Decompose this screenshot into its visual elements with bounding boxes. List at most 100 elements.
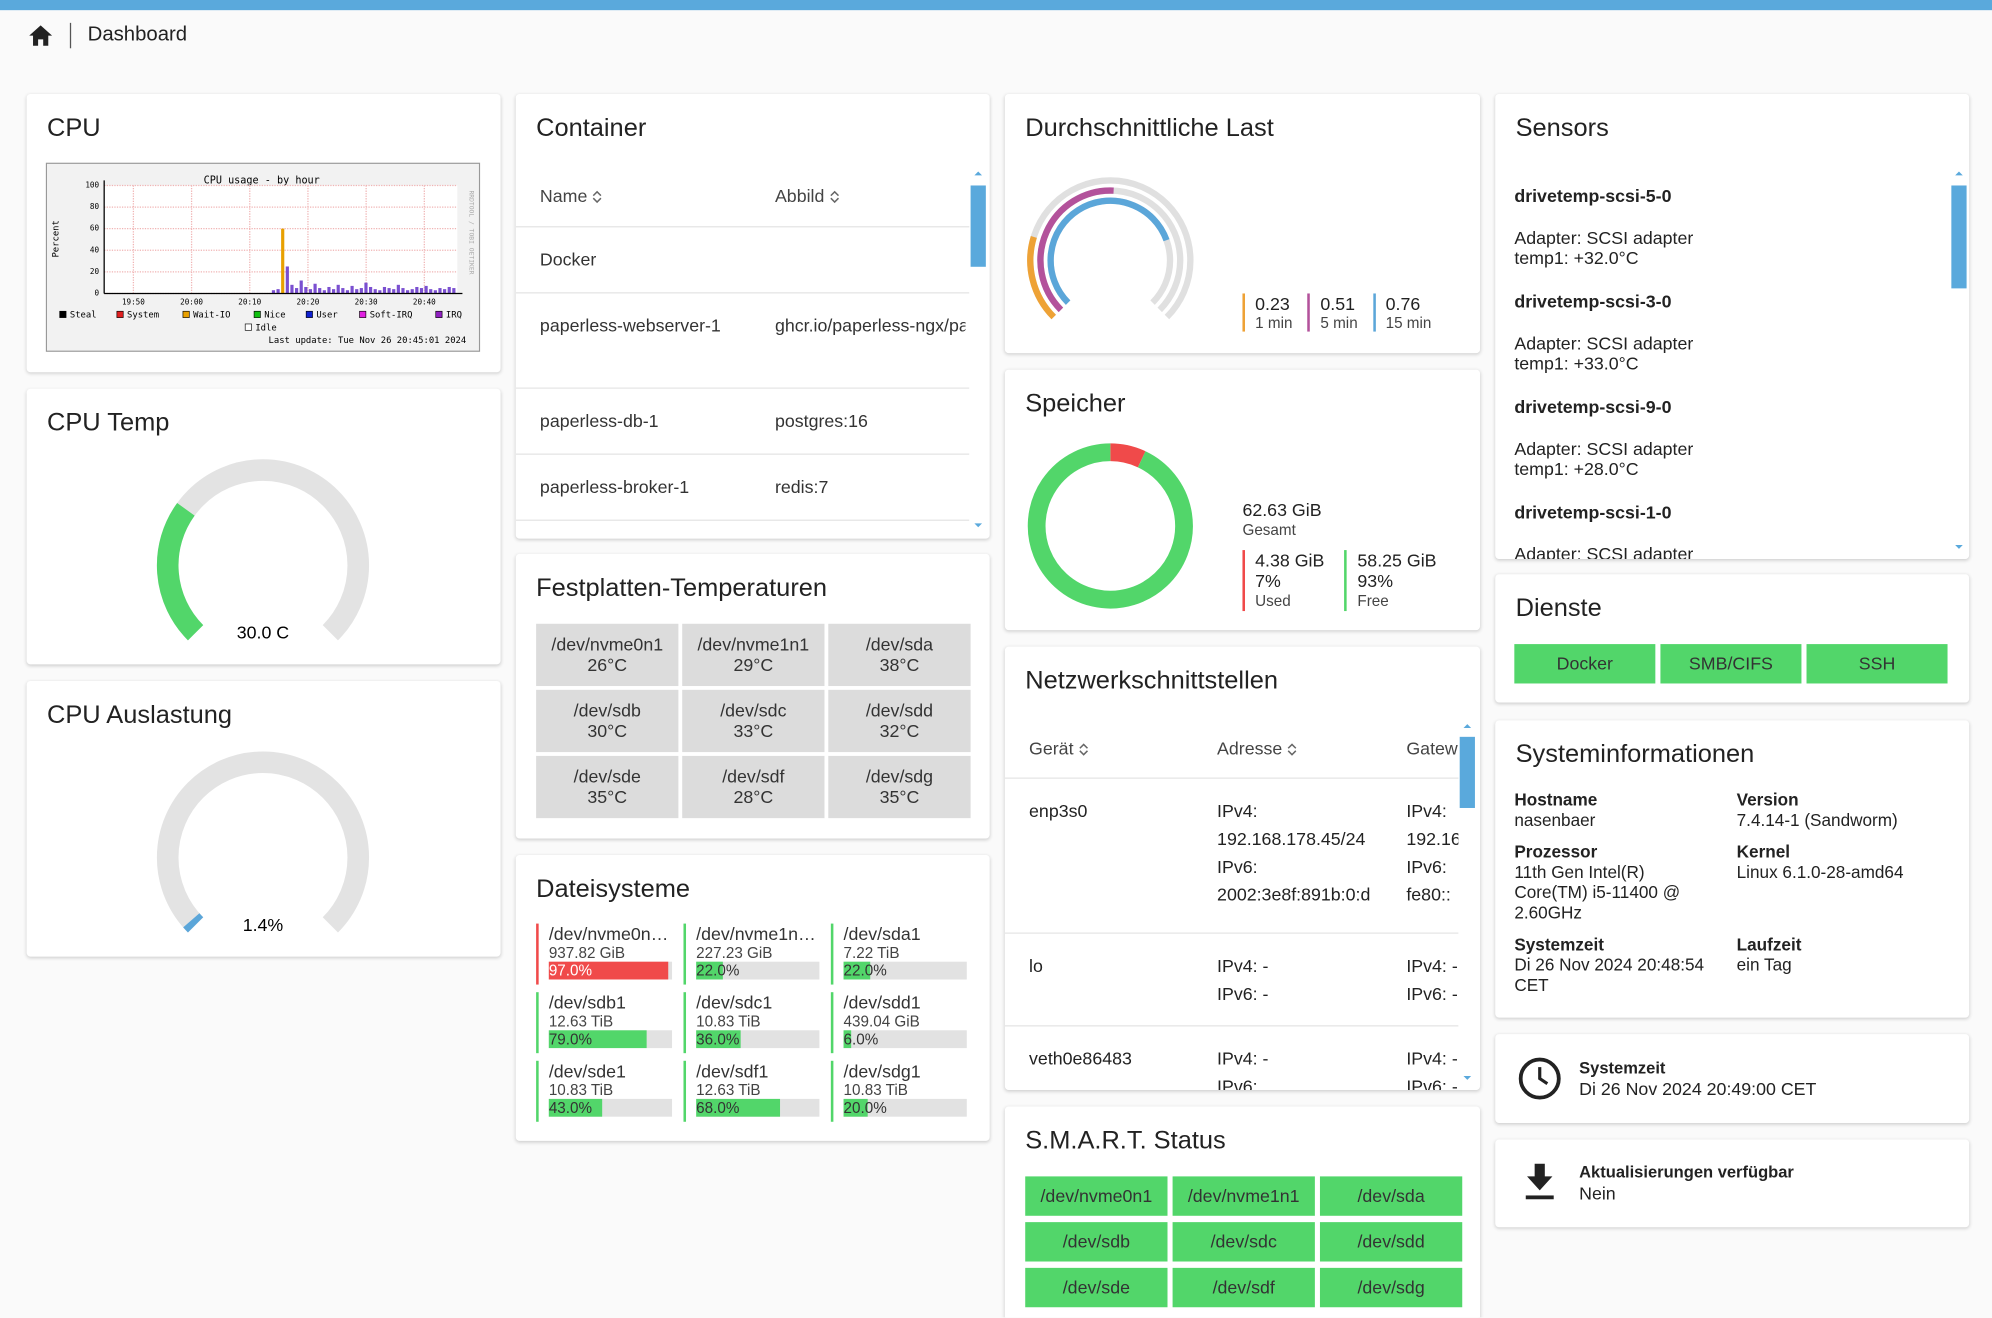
disk-temp-grid: /dev/nvme0n1 26°C/dev/nvme1n1 29°C/dev/sda… — [536, 623, 971, 819]
table-row: Docker — [515, 227, 970, 294]
card-title: Dienste — [1515, 594, 1602, 623]
usage-bar — [369, 286, 373, 294]
usage-label: 36.0% — [696, 1030, 740, 1049]
usage-bar — [433, 290, 437, 294]
memory-item: 58.25 GiB 93% Free — [1344, 550, 1457, 612]
chart-title: CPU usage - by hour — [204, 175, 320, 186]
address-line: 192.168.178.45/24 — [1217, 828, 1366, 849]
memory-legend: 4.38 GiB 7% Used 58.25 GiB 93% Free — [1242, 550, 1457, 612]
table-cell: paperless-webserver-1 — [539, 315, 721, 336]
container-card: Container Name Abbild Docker paperless-webse… — [515, 94, 990, 539]
gateway-line: fe80:: — [1406, 884, 1451, 905]
usage-track: 22.0% — [696, 961, 820, 980]
memory-total: 62.63 GiB — [1242, 499, 1322, 520]
disk-name: /dev/nvme0n1 — [551, 633, 664, 655]
top-bar — [0, 0, 1992, 11]
filesystem-size: 10.83 TiB — [696, 1012, 761, 1031]
field-label: Laufzeit — [1736, 935, 1802, 955]
sort-icon — [1079, 743, 1089, 757]
legend-label: IRQ — [446, 311, 462, 321]
card-title: Durchschnittliche Last — [1025, 114, 1274, 143]
gateway-line: IPv6: - — [1406, 983, 1458, 1004]
smart-card: S.M.A.R.T. Status/dev/nvme0n1/dev/nvme1n… — [1004, 1106, 1481, 1318]
legend-swatch — [359, 310, 367, 318]
scroll-up — [1463, 724, 1472, 728]
load-value: 0.76 — [1385, 293, 1421, 314]
usage-bar — [392, 289, 396, 294]
updates-value: Nein — [1579, 1182, 1616, 1204]
usage-bar — [378, 290, 382, 294]
sensor-temp: temp1: +28.0°C — [1514, 458, 1639, 479]
services-card: Dienste Docker SMB/CIFS SSH — [1495, 574, 1970, 703]
download-icon — [1525, 1163, 1554, 1200]
usage-bar — [438, 288, 442, 294]
memory-label: Used — [1255, 592, 1291, 610]
sensor-name: drivetemp-scsi-1-0 — [1514, 501, 1672, 523]
sort-arrows — [1288, 743, 1297, 757]
filesystem: /dev/sdg1 10.83 TiB 20.0% — [830, 1060, 967, 1122]
usage-bar — [696, 1030, 741, 1049]
usage-label: 22.0% — [696, 961, 740, 980]
usage-bar — [313, 283, 317, 294]
column-header: Gatew — [1406, 738, 1467, 758]
chart-footer: Last update: Tue Nov 26 20:45:01 2024 — [269, 336, 467, 346]
field-value: 7.4.14-1 (Sandworm) — [1736, 810, 1898, 830]
memory-size: 58.25 GiB — [1357, 550, 1437, 571]
download-arrow — [1527, 1163, 1553, 1191]
usage-bar — [276, 289, 280, 294]
field-value: ein Tag — [1736, 955, 1792, 975]
sort-icon — [1288, 743, 1297, 757]
memory-item: 4.38 GiB 7% Used — [1242, 550, 1344, 612]
scrollbar — [1459, 724, 1475, 1080]
disk-name: /dev/sdc — [720, 699, 787, 721]
usage-bar — [843, 1098, 869, 1117]
disk-temp-tile: /dev/nvme1n1 29°C — [682, 623, 825, 687]
table-row: paperless-broker-1 redis:7 — [515, 455, 970, 521]
usage-bar — [843, 1030, 851, 1049]
service-button[interactable]: SMB/CIFS — [1660, 644, 1802, 684]
field-label: Version — [1736, 790, 1799, 810]
filesystem-grid: /dev/nvme0n… 937.82 GiB 97.0%/dev/nvme1n… 2… — [536, 923, 967, 1130]
sensor: drivetemp-scsi-9-0 Adapter: SCSI adapter t… — [1514, 381, 1946, 486]
usage-bar — [271, 290, 276, 294]
systime-label: Systemzeit — [1579, 1058, 1666, 1078]
usage-bar — [299, 280, 303, 294]
disk-temp-tile: /dev/sdd 32°C — [828, 689, 971, 753]
scroll-down — [1955, 545, 1963, 549]
legend-label: User — [316, 311, 337, 321]
sysinfo-grid: Hostname nasenbaer Version 7.4.14-1 (Sandwo… — [1514, 790, 1946, 996]
sensor: drivetemp-scsi-1-0 Adapter: SCSI adapter — [1514, 487, 1946, 559]
home-icon[interactable] — [28, 24, 53, 47]
table-row: lo IPv4: - IPv6: - IPv4: - IPv6: - — [1004, 934, 1459, 1027]
address: IPv4: 192.168.178.45/24 IPv6: 2002:3e8f:891… — [1217, 797, 1401, 909]
sensor: drivetemp-scsi-3-0 Adapter: SCSI adapter t… — [1514, 276, 1946, 381]
load-arc — [1037, 187, 1114, 313]
table-cell: Docker — [539, 248, 597, 270]
usage-label: 22.0% — [843, 961, 887, 980]
usage-bar — [406, 290, 410, 294]
usage-bar — [290, 284, 294, 294]
sensor-temp: temp1: +33.0°C — [1514, 353, 1639, 374]
filesystem-name: /dev/sdc1 — [696, 992, 773, 1013]
card-title: Sensors — [1515, 114, 1609, 143]
card-title: CPU — [47, 114, 101, 143]
device: veth0e86483 — [1029, 1048, 1132, 1069]
filesystem: /dev/sdc1 10.83 TiB 36.0% — [683, 992, 820, 1054]
usage-label: 43.0% — [548, 1098, 593, 1117]
gauge-track — [156, 751, 370, 933]
usage-bar — [548, 1030, 647, 1049]
sensor-adapter: Adapter: SCSI adapter — [1514, 227, 1694, 248]
usage-bar — [327, 286, 331, 294]
usage-bar — [387, 288, 391, 294]
legend-swatch — [182, 310, 190, 318]
filesystem-size: 937.82 GiB — [548, 943, 626, 962]
service-button[interactable]: Docker — [1514, 644, 1656, 684]
disk-name: /dev/sda — [865, 633, 934, 655]
address-line: IPv4: - — [1217, 1048, 1269, 1069]
service-button[interactable]: SSH — [1806, 644, 1948, 684]
legend-label: Nice — [264, 311, 285, 321]
usage-track: 79.0% — [548, 1030, 673, 1049]
divider — [515, 226, 970, 228]
filesystem-name: /dev/sdf1 — [696, 1060, 769, 1082]
x-tick-label: 20:00 — [180, 297, 203, 306]
